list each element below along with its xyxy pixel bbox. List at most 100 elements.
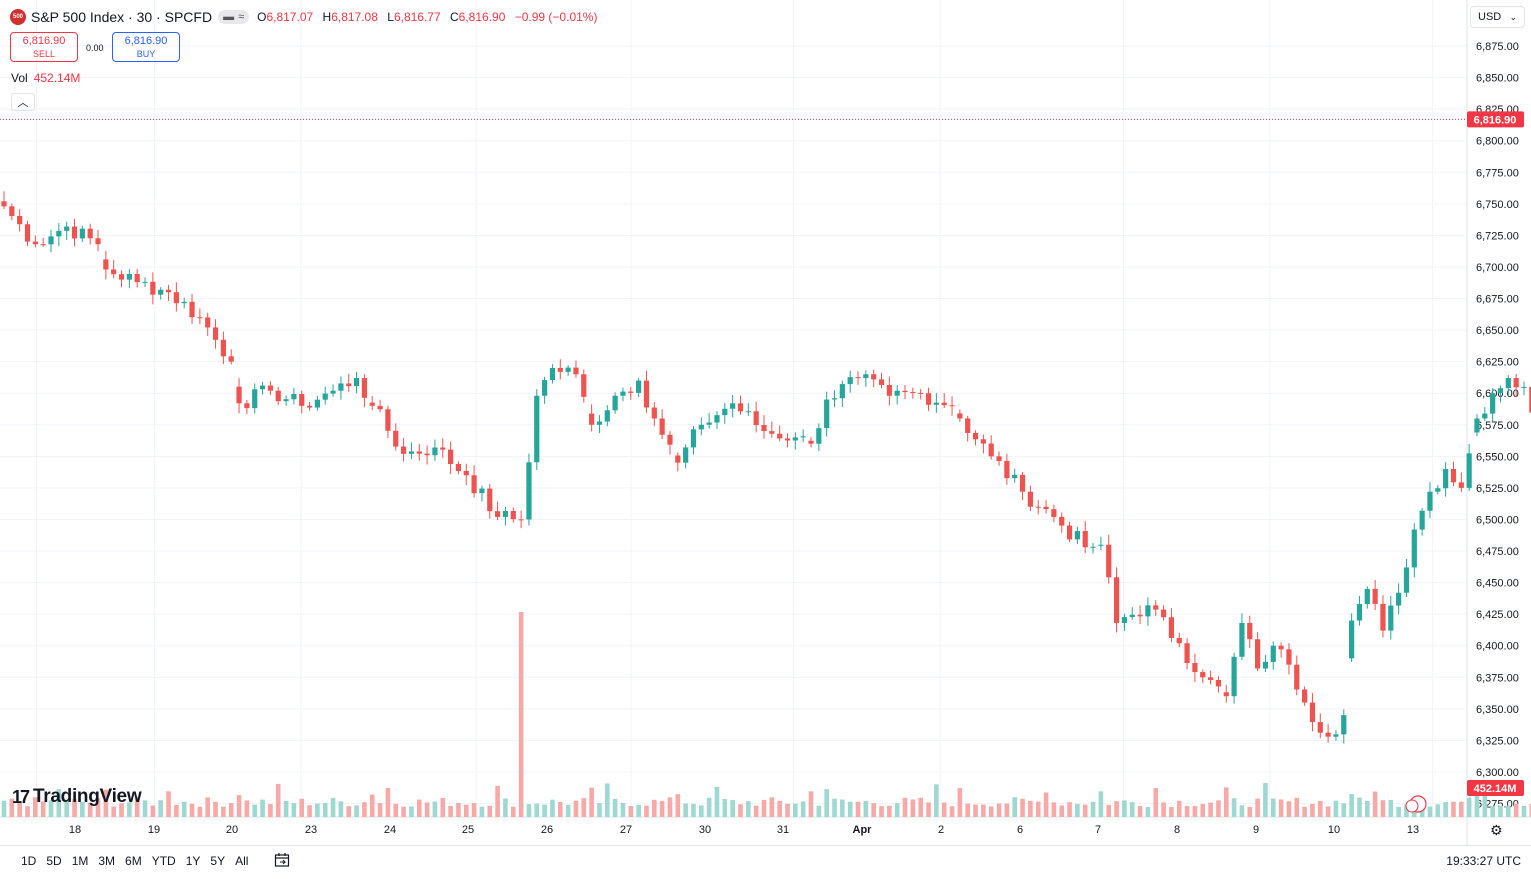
volume-bar — [581, 798, 587, 817]
candle-body — [1364, 588, 1370, 605]
volume-bar — [1035, 801, 1041, 817]
range-ytd[interactable]: YTD — [151, 854, 176, 868]
candle-body — [189, 301, 195, 318]
volume-tag-text: 452.14M — [1474, 783, 1517, 795]
volume-bar — [103, 789, 109, 817]
candle-body — [267, 385, 273, 391]
volume-bar — [1506, 805, 1511, 817]
candle-body — [589, 413, 595, 425]
candle-body — [753, 411, 759, 426]
candle-body — [706, 422, 712, 425]
settings-gear-icon[interactable]: ⚙ — [1490, 822, 1503, 838]
candle-body — [64, 226, 70, 231]
currency-select[interactable]: USD ⌄ — [1470, 6, 1525, 28]
last-price-tag-text: 6,816.90 — [1474, 114, 1517, 126]
volume-bar — [1459, 801, 1464, 817]
candle-body — [126, 273, 132, 280]
volume-value: 452.14M — [33, 71, 81, 85]
candle-body — [205, 317, 211, 328]
volume-bar — [1145, 806, 1151, 817]
candle-body — [683, 447, 689, 463]
candle-body — [455, 464, 462, 471]
candle-body — [1129, 614, 1135, 618]
indicator-toggle[interactable]: ▬ ≈ — [218, 10, 250, 24]
volume-bar — [706, 797, 712, 817]
candle-body — [1505, 378, 1511, 389]
low-value: 6,816.77 — [393, 10, 441, 24]
candle-body — [1074, 531, 1080, 540]
candle-body — [471, 475, 477, 494]
candle-body — [1490, 393, 1496, 414]
volume-bar — [1294, 797, 1300, 817]
y-tick-label: 6,325.00 — [1476, 735, 1519, 747]
candle-body — [573, 367, 579, 375]
sell-button[interactable]: 6,816.90 SELL — [10, 32, 78, 62]
range-1m[interactable]: 1M — [71, 854, 89, 868]
volume-bar — [808, 791, 814, 817]
volume-bar — [48, 800, 54, 817]
candle-body — [1278, 645, 1284, 650]
candle-body — [346, 383, 352, 387]
collapse-legend-button[interactable]: ︿ — [11, 93, 35, 111]
range-3m[interactable]: 3M — [98, 854, 116, 868]
y-tick-label: 6,600.00 — [1476, 388, 1519, 400]
volume-bar — [652, 799, 657, 817]
range-6m[interactable]: 6M — [125, 854, 142, 868]
candle-body — [1396, 592, 1402, 606]
volume-bar — [887, 805, 892, 817]
candle-body — [103, 259, 109, 270]
tradingview-mark-icon: 17 — [12, 786, 30, 807]
range-1y[interactable]: 1Y — [185, 854, 201, 868]
range-all[interactable]: All — [235, 854, 249, 868]
volume-bar — [213, 801, 218, 817]
volume-bar — [40, 801, 46, 817]
candle-body — [1184, 643, 1190, 663]
candle-body — [432, 447, 438, 456]
volume-bar — [557, 802, 563, 817]
y-tick-label: 6,375.00 — [1476, 672, 1519, 684]
volume-bar — [738, 804, 743, 817]
range-5y[interactable]: 5Y — [210, 854, 226, 868]
utc-clock[interactable]: 19:33:27 UTC — [1446, 854, 1521, 868]
volume-bar — [33, 797, 38, 817]
volume-bar — [628, 806, 634, 817]
range-1d[interactable]: 1D — [21, 854, 37, 868]
candle-body — [87, 228, 93, 239]
candle-body — [400, 446, 407, 454]
volume-bar — [840, 799, 845, 817]
volume-bar — [346, 806, 352, 817]
volume-bar — [526, 804, 532, 817]
close-value: 6,816.90 — [458, 10, 506, 24]
buy-button[interactable]: 6,816.90 BUY — [112, 32, 180, 62]
calendar-range-icon[interactable] — [274, 852, 290, 868]
candle-body — [1247, 623, 1253, 640]
candle-body — [134, 273, 140, 283]
volume-bar — [1498, 805, 1503, 817]
candle-body — [1333, 734, 1339, 737]
candle-body — [1270, 645, 1276, 662]
volume-bar — [996, 803, 1002, 817]
candle-body — [236, 386, 242, 404]
symbol-title[interactable]: S&P 500 Index · 30 · SPCFD — [31, 9, 213, 25]
volume-bar — [1255, 798, 1260, 817]
candle-body — [1215, 679, 1222, 687]
volume-bar — [330, 798, 336, 817]
candle-body — [972, 432, 979, 440]
candle-body — [1372, 588, 1378, 604]
candle-body — [56, 230, 62, 237]
candle-body — [730, 403, 736, 409]
candle-body — [447, 449, 454, 465]
range-5d[interactable]: 5D — [46, 854, 62, 868]
volume-bar — [228, 803, 234, 817]
candle-body — [283, 399, 289, 402]
candle-body — [48, 236, 54, 245]
candle-body — [1435, 488, 1441, 492]
candle-body — [424, 453, 430, 456]
volume-bar — [1349, 794, 1354, 817]
volume-bar — [1396, 806, 1401, 817]
symbol-logo[interactable]: 500 — [10, 9, 26, 25]
y-tick-label: 6,800.00 — [1476, 136, 1519, 148]
candle-body — [1419, 510, 1425, 530]
candle-body — [1137, 614, 1143, 617]
